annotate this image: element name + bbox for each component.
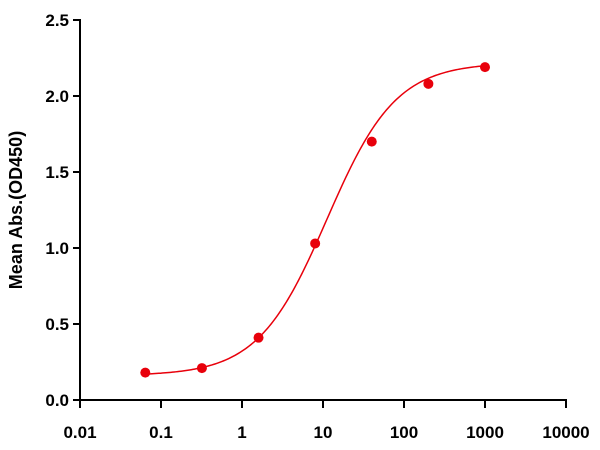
x-tick-label: 1000 [466, 423, 504, 442]
x-tick-label: 0.1 [149, 423, 173, 442]
data-point [253, 332, 264, 343]
data-point [423, 78, 434, 89]
y-tick-label: 2.0 [45, 87, 69, 106]
y-axis: 0.0 0.5 1.0 1.5 2.0 2.5 [45, 11, 81, 410]
fit-curve [145, 64, 486, 375]
x-tick-label: 10000 [542, 423, 589, 442]
x-tick-label: 10 [314, 423, 333, 442]
y-tick-label: 1.0 [45, 239, 69, 258]
y-axis-title: Mean Abs.(OD450) [6, 131, 26, 289]
x-axis: 0.01 0.1 1 10 100 1000 10000 [63, 399, 590, 442]
data-point [366, 136, 377, 147]
y-tick-label: 0.0 [45, 391, 69, 410]
data-point [140, 367, 151, 378]
x-tick-label: 100 [390, 423, 418, 442]
data-points [140, 62, 490, 378]
x-tick-label: 1 [237, 423, 246, 442]
y-tick-label: 0.5 [45, 315, 69, 334]
y-tick-label: 2.5 [45, 11, 69, 30]
data-point [196, 363, 207, 374]
data-point [310, 238, 321, 249]
data-point [480, 62, 490, 73]
x-tick-label: 0.01 [63, 423, 96, 442]
y-tick-label: 1.5 [45, 163, 69, 182]
